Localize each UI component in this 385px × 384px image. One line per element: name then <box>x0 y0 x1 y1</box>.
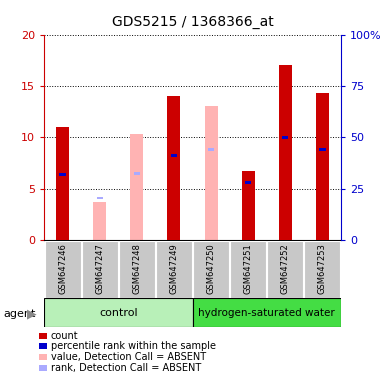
Text: GSM647248: GSM647248 <box>132 243 141 295</box>
Bar <box>156 241 192 298</box>
Bar <box>167 156 181 240</box>
Text: GSM647246: GSM647246 <box>58 243 67 295</box>
Bar <box>267 241 303 298</box>
Bar <box>94 202 106 240</box>
Text: GSM647249: GSM647249 <box>169 243 179 295</box>
Bar <box>131 134 143 240</box>
Bar <box>193 241 229 298</box>
Text: value, Detection Call = ABSENT: value, Detection Call = ABSENT <box>51 352 206 362</box>
Bar <box>319 148 326 151</box>
Text: hydrogen-saturated water: hydrogen-saturated water <box>198 308 335 318</box>
Bar <box>45 241 80 298</box>
Text: GSM647252: GSM647252 <box>281 243 290 295</box>
Bar <box>56 127 69 240</box>
Bar <box>82 241 118 298</box>
Bar <box>316 93 329 240</box>
Text: control: control <box>99 308 138 318</box>
Bar <box>44 298 192 327</box>
Text: GSM647253: GSM647253 <box>318 243 327 295</box>
Bar <box>59 173 66 175</box>
Bar <box>316 150 329 240</box>
Text: GSM647250: GSM647250 <box>206 243 216 295</box>
Text: ▶: ▶ <box>27 307 37 320</box>
Bar <box>134 172 140 174</box>
Bar <box>279 65 291 240</box>
Text: GSM647251: GSM647251 <box>244 243 253 295</box>
Bar <box>204 106 218 240</box>
Bar <box>167 96 181 240</box>
Bar <box>242 182 254 240</box>
Text: rank, Detection Call = ABSENT: rank, Detection Call = ABSENT <box>51 363 201 373</box>
Text: agent: agent <box>4 309 36 319</box>
Text: percentile rank within the sample: percentile rank within the sample <box>51 341 216 351</box>
Bar <box>242 171 254 240</box>
Bar <box>245 181 251 184</box>
Text: count: count <box>51 331 79 341</box>
Bar <box>230 241 266 298</box>
Bar <box>305 241 340 298</box>
Bar <box>119 241 155 298</box>
Bar <box>192 298 341 327</box>
Bar <box>171 154 177 157</box>
Bar <box>97 197 103 199</box>
Text: GSM647247: GSM647247 <box>95 243 104 295</box>
Bar <box>208 148 214 151</box>
Text: GDS5215 / 1368366_at: GDS5215 / 1368366_at <box>112 15 273 28</box>
Bar <box>282 136 288 139</box>
